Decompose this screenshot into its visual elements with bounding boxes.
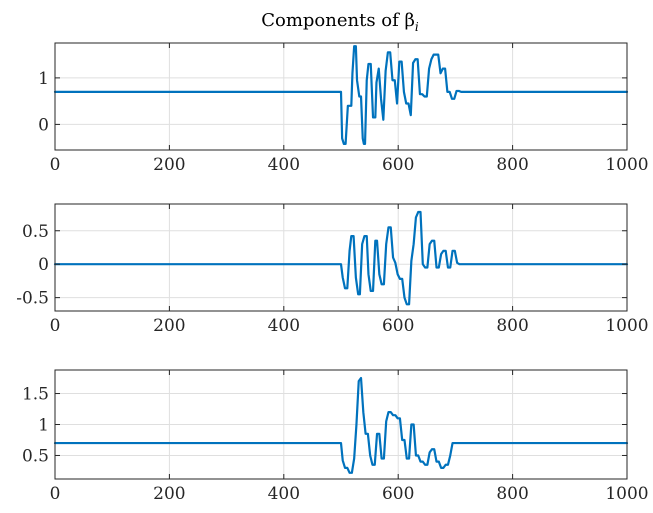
y-tick-label: 1 — [38, 69, 49, 89]
chart-title: Components of βi — [261, 10, 419, 34]
x-tick-label: 200 — [153, 155, 185, 175]
y-tick-label: -0.5 — [16, 289, 49, 309]
y-tick-label: 0 — [38, 255, 49, 275]
series-line — [53, 376, 629, 474]
chart-title-subscript: i — [415, 20, 419, 34]
y-tick-label: 0 — [38, 115, 49, 135]
subplot-1: 0 200 400 600 800 1000 0 1 — [38, 42, 649, 175]
x-tick-label: 200 — [153, 316, 185, 336]
x-tick-label: 600 — [382, 484, 414, 504]
x-tick-label: 0 — [50, 484, 61, 504]
y-tick-label: 1 — [38, 416, 49, 436]
x-tick-label: 800 — [496, 155, 528, 175]
y-tick-label: 1.5 — [22, 385, 49, 405]
x-tick-label: 1000 — [605, 155, 648, 175]
chart-title-main: Components of β — [261, 10, 415, 31]
x-tick-label: 400 — [268, 155, 300, 175]
subplots: 0 200 400 600 800 1000 0 1 0 200 400 600 800 1000 -0.5… — [16, 42, 649, 504]
x-tick-label: 800 — [496, 484, 528, 504]
series-line — [53, 45, 629, 146]
x-tick-label: 1000 — [605, 316, 648, 336]
x-tick-label: 1000 — [605, 484, 648, 504]
subplot-3: 0 200 400 600 800 1000 0.5 1 1.5 — [22, 369, 649, 504]
x-tick-label: 400 — [268, 316, 300, 336]
x-tick-label: 800 — [496, 316, 528, 336]
subplot-2: 0 200 400 600 800 1000-0.500.5 — [16, 203, 649, 336]
x-tick-label: 400 — [268, 484, 300, 504]
axes-box — [54, 42, 628, 151]
x-tick-label: 600 — [382, 155, 414, 175]
y-tick-label: 0.5 — [22, 446, 49, 466]
y-tick-label: 0.5 — [22, 222, 49, 242]
x-tick-label: 200 — [153, 484, 185, 504]
series-line — [53, 210, 629, 306]
x-tick-label: 600 — [382, 316, 414, 336]
x-tick-label: 0 — [50, 155, 61, 175]
x-tick-label: 0 — [50, 316, 61, 336]
axes-box — [54, 203, 628, 312]
